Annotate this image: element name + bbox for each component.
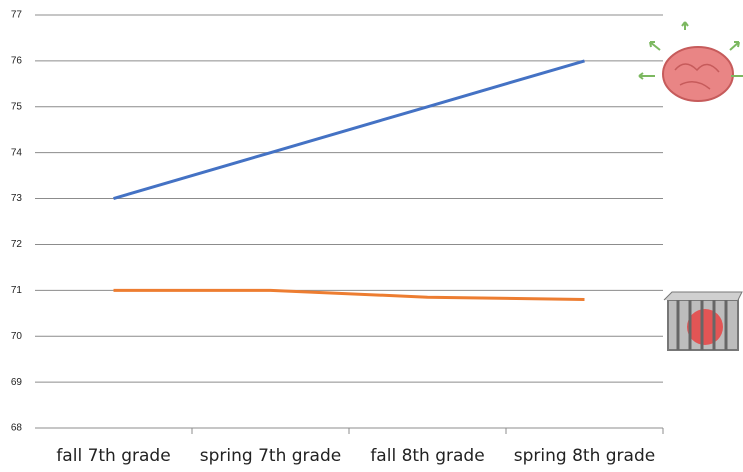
caged-brain-icon [664, 292, 742, 350]
x-tick-label: fall 8th grade [370, 446, 484, 466]
y-tick-label: 69 [11, 377, 23, 388]
y-tick-label: 73 [11, 193, 23, 204]
chart: 68 69 70 71 72 73 74 75 76 77 fall 7th grade spring… [0, 0, 743, 472]
series-line [114, 61, 585, 199]
y-tick-label: 70 [11, 331, 23, 342]
y-tick-label: 71 [11, 285, 23, 296]
x-tick-label: spring 7th grade [200, 446, 341, 466]
y-tick-label: 76 [11, 56, 23, 67]
y-tick-label: 68 [11, 423, 23, 434]
y-tick-label: 74 [11, 147, 23, 158]
series-line [114, 290, 585, 299]
x-tick-label: fall 7th grade [56, 446, 170, 466]
brain-icon [639, 22, 743, 101]
y-tick-label: 72 [11, 239, 23, 250]
y-tick-label: 75 [11, 101, 23, 112]
y-tick-label: 77 [11, 10, 23, 21]
x-tick-label: spring 8th grade [514, 446, 655, 466]
